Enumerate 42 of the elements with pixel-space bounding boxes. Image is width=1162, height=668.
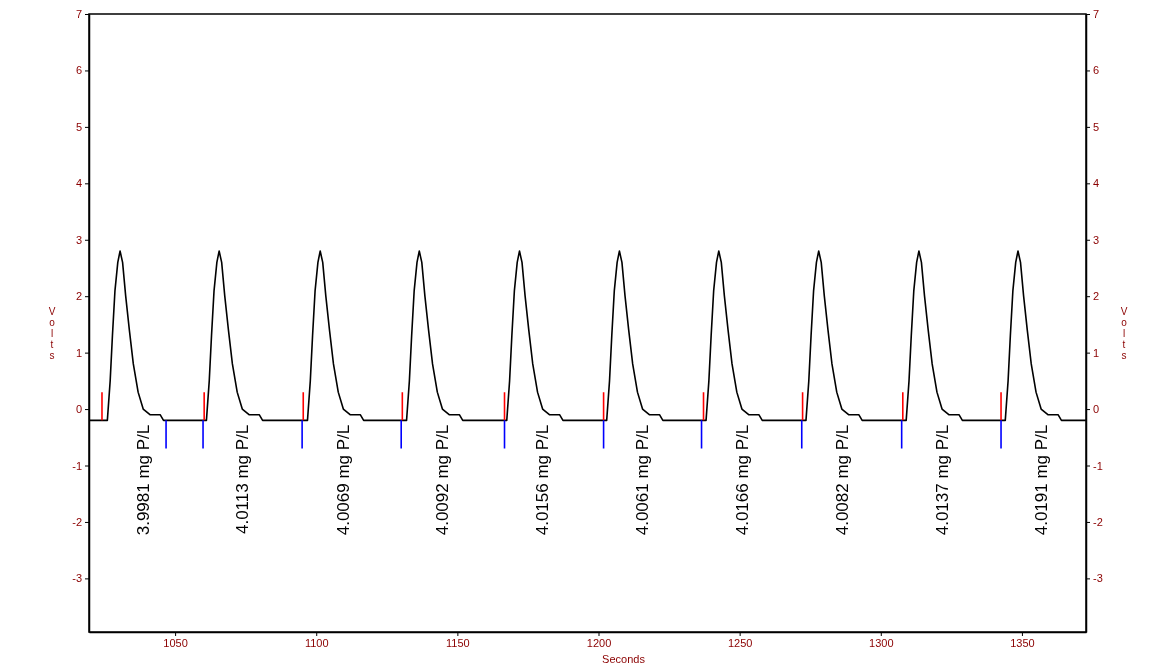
annotation: 4.0061 mg P/L	[633, 424, 653, 536]
y2-tick-label: 5	[1093, 120, 1100, 133]
y-tick-label: 2	[75, 290, 82, 303]
annotation: 4.0137 mg P/L	[932, 424, 952, 536]
annotation: 3.9981 mg P/L	[133, 424, 153, 536]
y-tick-label: 7	[75, 8, 82, 21]
x-tick-label: 1250	[727, 636, 753, 649]
y2-tick-label: 2	[1093, 290, 1100, 303]
y-tick-label: 3	[75, 233, 82, 246]
y-tick-label: 0	[75, 403, 82, 416]
y-tick-label: -3	[72, 572, 82, 585]
y2-axis-title: Volts	[1120, 306, 1128, 361]
x-tick-label: 1200	[586, 636, 612, 649]
x-tick-label: 1150	[446, 636, 470, 649]
y2-tick-label: 7	[1093, 8, 1100, 21]
y-tick-label: 5	[75, 120, 82, 133]
y2-tick-label: 0	[1093, 403, 1100, 416]
y-tick-label: 6	[75, 64, 82, 77]
annotation: 4.0166 mg P/L	[732, 424, 752, 536]
y2-tick-label: -1	[1093, 459, 1103, 472]
y-tick-label: 1	[75, 346, 82, 359]
annotation: 4.0092 mg P/L	[433, 424, 453, 536]
x-tick-label: 1100	[304, 636, 329, 649]
annotation: 4.0156 mg P/L	[533, 424, 553, 536]
x-tick-label: 1050	[163, 636, 188, 649]
x-tick-label: 1350	[1010, 636, 1035, 649]
y2-tick-label: -3	[1093, 572, 1103, 585]
y2-tick-label: 6	[1093, 64, 1100, 77]
annotation: 4.0113 mg P/L	[233, 424, 253, 535]
y2-tick-label: -2	[1093, 515, 1103, 528]
annotation: 4.0191 mg P/L	[1031, 424, 1051, 536]
x-tick-label: 1300	[869, 636, 894, 649]
y2-tick-label: 4	[1093, 177, 1100, 190]
y-axis-title: Volts	[48, 306, 56, 361]
x-axis-title: Seconds	[602, 653, 646, 665]
y-tick-label: -1	[72, 459, 82, 472]
annotation: 4.0082 mg P/L	[832, 424, 852, 536]
y2-tick-label: 3	[1093, 233, 1100, 246]
y2-tick-label: 1	[1093, 346, 1100, 359]
y-tick-label: 4	[75, 177, 82, 190]
y-tick-label: -2	[72, 515, 82, 528]
annotation: 4.0069 mg P/L	[334, 424, 354, 536]
